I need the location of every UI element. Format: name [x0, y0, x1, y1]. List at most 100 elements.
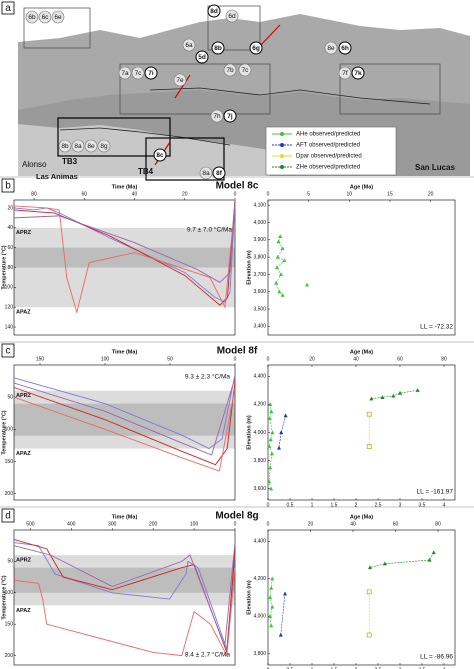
sample-marker	[210, 109, 224, 123]
data-point	[427, 557, 432, 562]
data-point	[277, 445, 281, 450]
data-point	[431, 550, 436, 555]
tT-path	[13, 542, 236, 650]
sample-marker	[223, 63, 237, 77]
axis-label: Time (Ma)	[112, 514, 138, 520]
legend-marker	[280, 165, 284, 169]
y-tick-label: 3,900	[253, 237, 266, 243]
tT-path	[13, 377, 236, 456]
panel-letter-box	[1, 343, 15, 358]
x-tick-label: 20	[182, 191, 188, 197]
panel-a-art	[18, 5, 470, 181]
data-point	[415, 388, 420, 392]
axis-label: Temperature (°C)	[1, 575, 7, 619]
panel-letter-box	[1, 1, 15, 15]
y-tick-label: 100	[5, 590, 14, 596]
x-tick-label: 100	[101, 356, 110, 362]
x-tick-label: 200	[149, 521, 158, 527]
panel-letter: a	[5, 3, 11, 14]
axis-label: Elevation (m)	[246, 250, 252, 285]
x-tick-label: 300	[108, 521, 117, 527]
x-tick-label: 0	[234, 521, 237, 527]
data-point	[270, 430, 275, 435]
data-point	[270, 576, 275, 581]
zone-label: APAZ	[16, 451, 31, 457]
data-point	[268, 437, 273, 442]
plot-frame	[267, 199, 456, 336]
sample-marker	[153, 148, 167, 162]
y-tick-label: 3,600	[253, 486, 266, 492]
sample-marker	[212, 166, 226, 180]
sample-label: 6a	[185, 42, 193, 49]
zone-label: APAZ	[16, 608, 31, 614]
predicted-line	[280, 593, 286, 636]
log-likelihood: LL = -86.96	[420, 654, 453, 661]
ridge-front	[18, 124, 270, 176]
y-tick-label: 150	[5, 459, 14, 465]
sample-label: 8b	[214, 45, 222, 52]
data-point	[269, 409, 274, 414]
x2-tick-label: 0	[267, 667, 270, 669]
sample-marker	[338, 66, 352, 80]
data-point	[269, 623, 274, 628]
sample-marker	[51, 10, 65, 24]
sample-marker	[223, 109, 237, 123]
site-label: San Lucas	[415, 163, 456, 172]
sample-box	[23, 7, 91, 49]
tT-path	[13, 381, 236, 466]
data-point	[382, 561, 387, 566]
y-tick-label: 3,800	[253, 254, 266, 260]
sample-label: 6c	[42, 14, 50, 21]
x-tick-label: 0	[267, 356, 270, 362]
legend-label: Dpar observed/predicted	[296, 154, 362, 160]
x-tick-label: 40	[350, 521, 356, 527]
data-point	[305, 282, 310, 287]
sample-marker	[182, 38, 196, 52]
sample-label: 7c	[242, 67, 250, 74]
sample-label: 6g	[252, 45, 260, 52]
sample-label: 7e	[176, 77, 184, 84]
x2-tick-label: 2.5	[375, 502, 382, 508]
panel-letter-box	[1, 178, 15, 193]
axis-label: Temperature (°C)	[1, 245, 7, 289]
panel-letter-box	[1, 508, 15, 523]
cooling-rate: 9.3 ± 2.3 °C/Ma	[185, 373, 231, 381]
sample-label: 7k	[354, 70, 362, 77]
sample-label: 8b	[61, 143, 69, 150]
data-point	[267, 479, 272, 484]
panel-letter: c	[6, 346, 11, 357]
axis-label: Age (Ma)	[350, 349, 373, 355]
sample-label: 7f	[342, 70, 348, 77]
legend-label: AFT observed/predicted	[296, 143, 360, 149]
x-tick-label: 150	[36, 356, 45, 362]
x2-tick-label: 1.5	[331, 502, 338, 508]
y-tick-label: 4,200	[253, 576, 266, 582]
sample-label: 8e	[327, 45, 335, 52]
legend-label: ZHe observed/predicted	[296, 165, 360, 171]
x-tick-label: 400	[67, 521, 76, 527]
x-tick-label: 0	[267, 521, 270, 527]
y-tick-label: 3,500	[253, 306, 266, 312]
x2-tick-label: 2	[355, 667, 358, 669]
sample-label: 8a	[74, 143, 82, 150]
predicted-line	[268, 404, 273, 489]
sample-label: 7i	[148, 70, 154, 77]
tT-path	[13, 387, 236, 472]
sample-marker	[195, 50, 209, 64]
sample-box	[339, 63, 441, 115]
y-tick-label: 3,700	[253, 272, 266, 278]
data-point	[274, 265, 279, 270]
sample-box	[145, 137, 225, 181]
y-tick-label: 4,400	[253, 374, 266, 380]
data-point	[268, 595, 273, 600]
tT-path	[13, 202, 236, 314]
data-point	[280, 292, 285, 297]
y-tick-label: 80	[7, 265, 13, 271]
sample-marker	[58, 139, 72, 153]
annealing-band	[14, 567, 235, 593]
y-tick-label: 4,400	[253, 539, 266, 545]
y-tick-label: 100	[5, 285, 14, 291]
sample-box	[119, 63, 271, 115]
arrow	[174, 74, 191, 99]
